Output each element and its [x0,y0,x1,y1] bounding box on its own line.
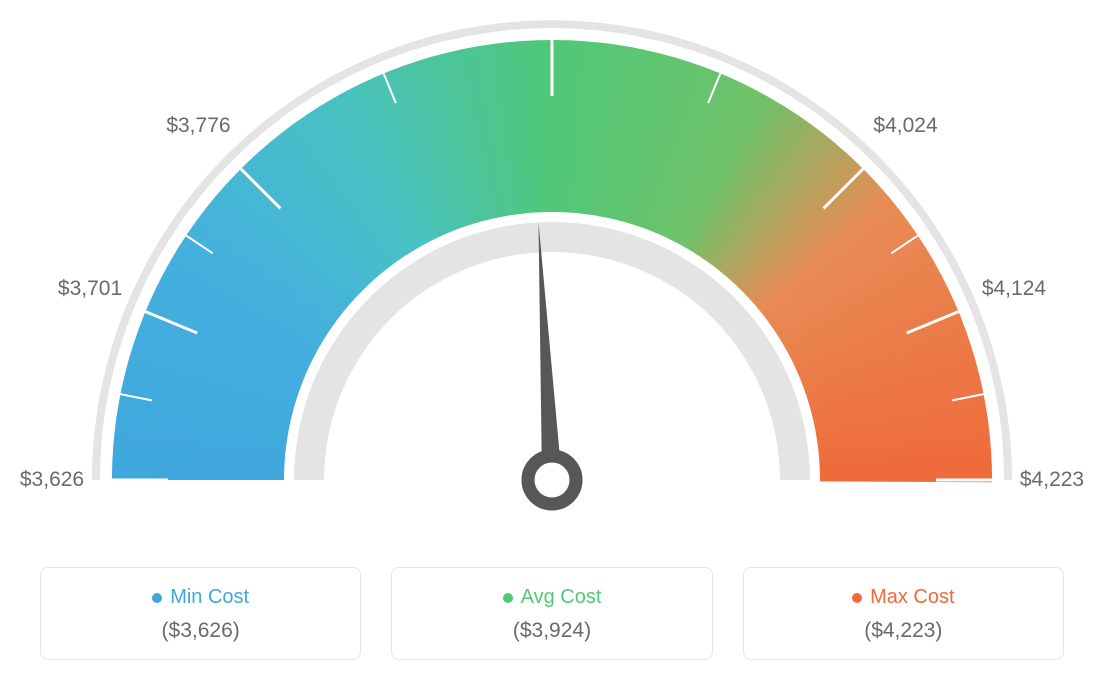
gauge-tick-label: $4,124 [982,277,1046,301]
gauge-tick-label: $3,701 [58,277,122,301]
legend: Min Cost ($3,626) Avg Cost ($3,924) Max … [40,567,1064,660]
legend-card-avg: Avg Cost ($3,924) [391,567,712,660]
gauge-tick-label: $3,776 [166,114,230,138]
legend-title-min: Min Cost [170,586,249,609]
legend-title-row: Avg Cost [402,586,701,609]
legend-title-row: Max Cost [754,586,1053,609]
legend-title-avg: Avg Cost [521,586,602,609]
legend-title-max: Max Cost [870,586,954,609]
dot-icon [503,593,513,603]
dot-icon [852,593,862,603]
legend-title-row: Min Cost [51,586,350,609]
legend-value-max: ($4,223) [754,619,1053,643]
legend-card-min: Min Cost ($3,626) [40,567,361,660]
gauge-tick-label: $3,626 [20,468,84,492]
gauge-chart: $3,626$3,701$3,776$3,924$4,024$4,124$4,2… [0,0,1104,540]
chart-container: $3,626$3,701$3,776$3,924$4,024$4,124$4,2… [0,0,1104,690]
gauge-svg [0,0,1104,540]
dot-icon [152,593,162,603]
gauge-tick-label: $4,024 [873,114,937,138]
legend-value-min: ($3,626) [51,619,350,643]
legend-card-max: Max Cost ($4,223) [743,567,1064,660]
legend-value-avg: ($3,924) [402,619,701,643]
gauge-tick-label: $4,223 [1020,468,1084,492]
